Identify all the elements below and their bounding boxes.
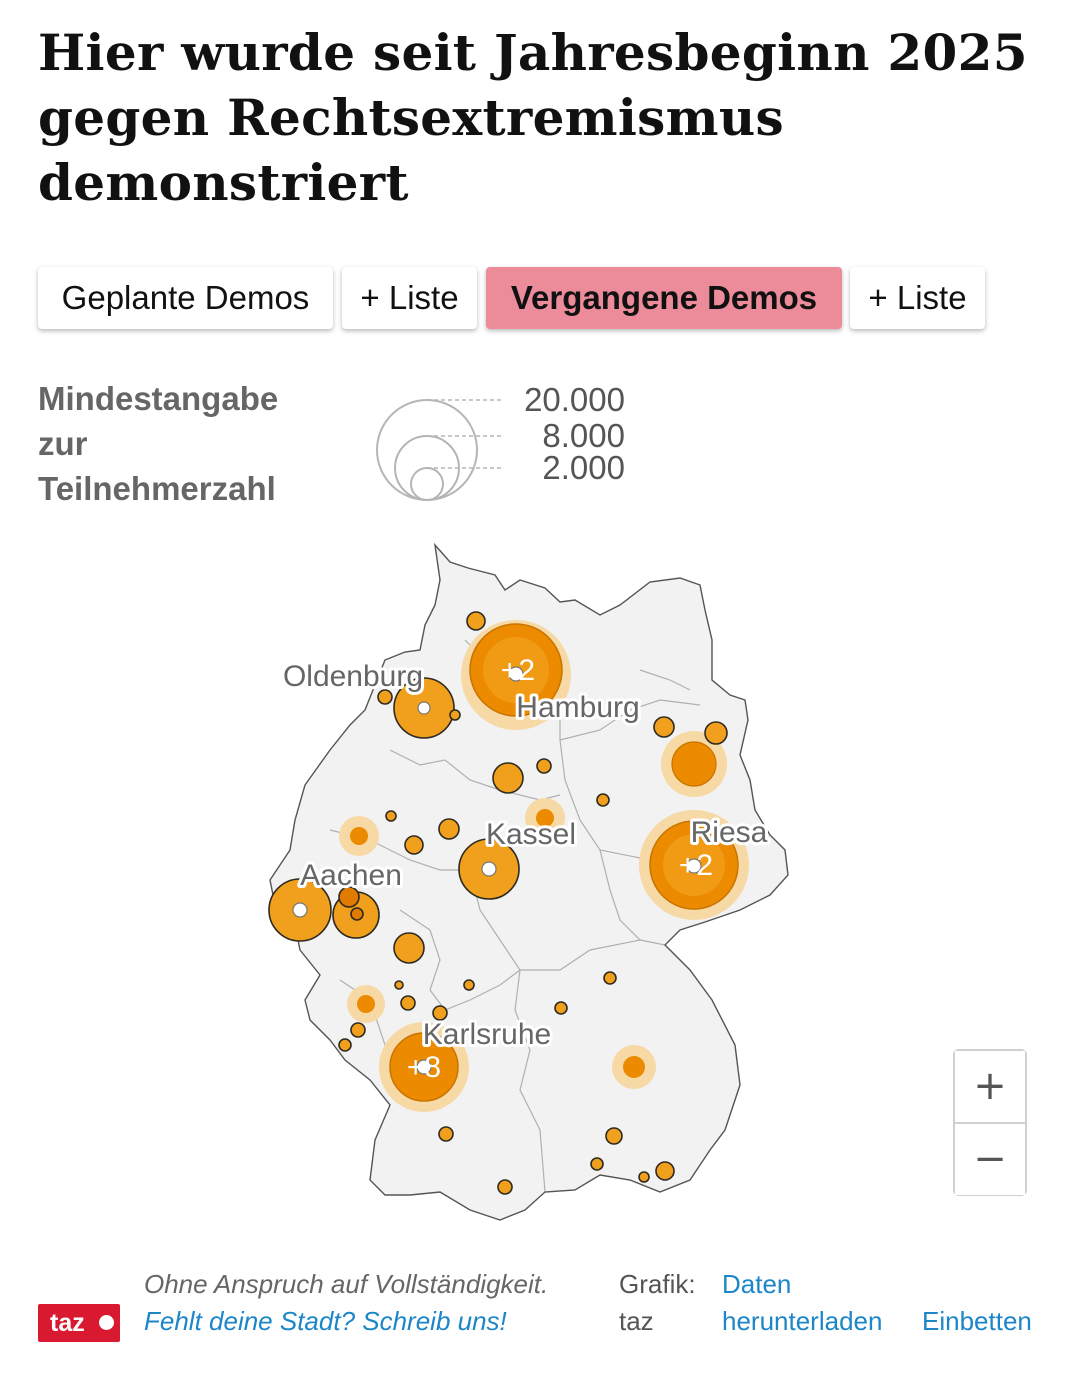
demo-marker[interactable] <box>438 1126 454 1142</box>
legend-label: Mindestangabe zur Teilnehmerzahl <box>38 380 279 507</box>
contact-link[interactable]: Fehlt deine Stadt? Schreib uns! <box>144 1306 507 1336</box>
demo-marker[interactable] <box>394 980 404 990</box>
cluster-count-hamburg: +2 <box>501 654 535 687</box>
cluster-count-riesa: +2 <box>679 849 713 882</box>
legend-size-20000: 20.000 <box>524 381 625 418</box>
demo-marker[interactable] <box>653 716 675 738</box>
legend-size-2000: 2.000 <box>542 449 625 486</box>
demo-marker[interactable] <box>605 1127 623 1145</box>
cluster-marker-goettingen[interactable] <box>536 809 554 827</box>
zoom-in-button[interactable]: + <box>955 1051 1025 1122</box>
demo-markers[interactable] <box>268 611 728 1195</box>
legend-circle-small <box>410 467 444 501</box>
taz-logo[interactable]: taz <box>38 1304 120 1342</box>
demo-marker[interactable] <box>704 721 728 745</box>
label-aachen: Aachen <box>300 859 402 892</box>
demo-marker[interactable] <box>385 810 397 822</box>
cluster-count-karlsruhe: +8 <box>407 1051 441 1084</box>
zoom-control: + − <box>953 1049 1027 1196</box>
legend-circle-large <box>376 399 478 501</box>
demo-marker[interactable] <box>497 1179 513 1195</box>
demo-marker[interactable] <box>338 1038 352 1052</box>
germany-map[interactable]: Oldenburg Hamburg Kassel Riesa Aachen Ka… <box>0 530 1080 1240</box>
tab-past-list[interactable]: + Liste <box>850 267 985 329</box>
demo-marker[interactable] <box>377 689 393 705</box>
demo-marker[interactable] <box>449 709 461 721</box>
tab-past-demos[interactable]: Vergangene Demos <box>486 267 842 329</box>
demo-marker[interactable] <box>463 979 475 991</box>
cluster-marker-berlin[interactable] <box>671 741 717 787</box>
download-data-link[interactable]: Daten herunterladen <box>722 1269 883 1336</box>
demo-marker[interactable] <box>466 611 486 631</box>
demo-marker[interactable] <box>393 932 425 964</box>
demo-marker[interactable] <box>432 1005 448 1021</box>
city-labels: Oldenburg Hamburg Kassel Riesa Aachen Ka… <box>280 657 771 1054</box>
label-oldenburg: Oldenburg <box>283 660 423 693</box>
country-border <box>269 542 789 1221</box>
disclaimer-text: Ohne Anspruch auf Vollständigkeit. <box>144 1269 549 1299</box>
embed-link[interactable]: Einbetten <box>922 1306 1032 1336</box>
demo-marker[interactable] <box>536 758 552 774</box>
legend-size-8000: 8.000 <box>542 417 625 454</box>
city-dots <box>292 666 702 1075</box>
demo-marker[interactable] <box>590 1157 604 1171</box>
demo-marker[interactable] <box>404 835 424 855</box>
paw-icon <box>99 1315 114 1330</box>
page-title: Hier wurde seit Jahresbeginn 2025 gegen … <box>38 23 1028 212</box>
demo-marker[interactable] <box>338 886 360 908</box>
demo-marker[interactable] <box>492 762 524 794</box>
tab-planned-list[interactable]: + Liste <box>342 267 477 329</box>
label-riesa: Riesa <box>691 816 768 849</box>
zoom-out-button[interactable]: − <box>955 1124 1025 1195</box>
size-legend: 20.000 8.000 2.000 <box>376 381 625 501</box>
label-kassel: Kassel <box>486 818 576 851</box>
label-hamburg: Hamburg <box>516 691 639 724</box>
cluster-counts: +2 +2 +8 <box>407 654 713 1084</box>
demo-marker[interactable] <box>638 1171 650 1183</box>
zoom-divider <box>955 1122 1025 1124</box>
demo-marker[interactable] <box>350 907 364 921</box>
demo-marker[interactable] <box>596 793 610 807</box>
cluster-marker-muenster[interactable] <box>350 827 368 845</box>
demo-marker[interactable] <box>655 1161 675 1181</box>
demo-marker[interactable] <box>554 1001 568 1015</box>
graphic-credit: Grafik: taz <box>619 1269 696 1336</box>
cluster-marker-regensburg[interactable] <box>623 1056 645 1078</box>
taz-logo-text: taz <box>50 1309 85 1337</box>
demo-marker[interactable] <box>400 995 416 1011</box>
demo-marker[interactable] <box>438 818 460 840</box>
demo-marker[interactable] <box>350 1022 366 1038</box>
demo-marker[interactable] <box>603 971 617 985</box>
tab-planned-demos[interactable]: Geplante Demos <box>38 267 333 329</box>
label-karlsruhe: Karlsruhe <box>423 1018 551 1051</box>
cluster-marker-koblenz[interactable] <box>357 995 375 1013</box>
